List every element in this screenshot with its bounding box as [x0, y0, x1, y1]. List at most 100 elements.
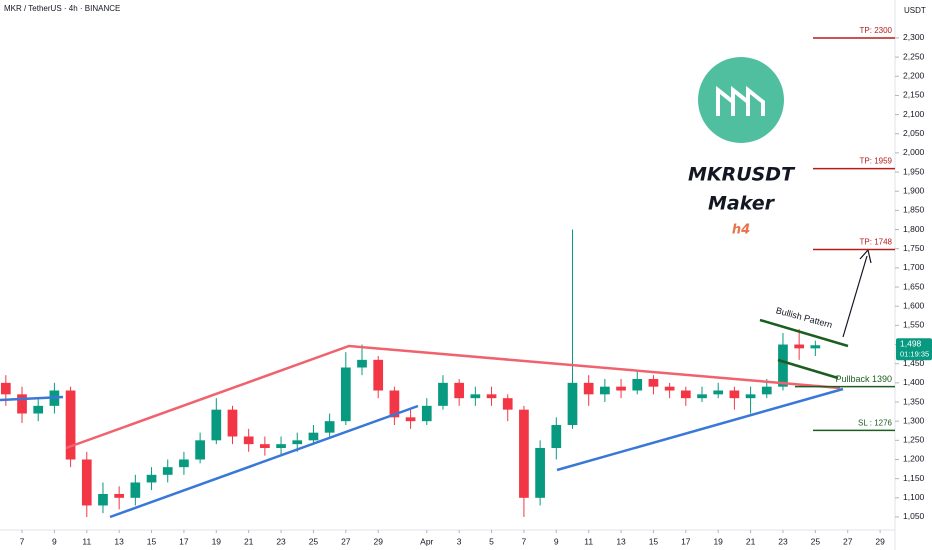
candle-body [438, 382, 448, 406]
candle-body [713, 390, 724, 395]
pattern-line [759, 318, 849, 348]
candle-body [778, 344, 788, 387]
y-tick-label: 2,050 [903, 128, 925, 138]
candle-body [810, 345, 821, 349]
candle-body [486, 394, 497, 399]
y-tick-label: 1,800 [903, 224, 925, 234]
x-tick-label: 7 [522, 536, 527, 546]
y-tick-label: 2,200 [903, 71, 925, 81]
pattern-line [777, 358, 839, 380]
logo-mark [746, 85, 765, 116]
y-tick-label: 1,150 [903, 473, 925, 483]
candle-body [340, 367, 351, 422]
candle-body [405, 417, 416, 422]
y-tick-label: 1,900 [903, 185, 925, 195]
x-tick-label: 25 [811, 536, 821, 546]
y-tick-label: 1,950 [903, 166, 925, 176]
candle-body [535, 447, 545, 498]
candle-body [567, 382, 578, 425]
target-arrow [842, 255, 868, 338]
candle-body [308, 432, 319, 441]
candle-body [17, 394, 27, 414]
candle-body [551, 424, 562, 448]
asset-name: Maker [708, 193, 776, 215]
candle-body [243, 436, 254, 445]
candle-body [761, 386, 772, 395]
y-tick-label: 2,150 [903, 90, 925, 100]
y-tick-label: 2,250 [903, 51, 925, 61]
candle-body [583, 382, 594, 395]
candle-body [146, 474, 157, 483]
y-tick-label: 1,400 [903, 377, 925, 387]
x-tick-label: 21 [244, 536, 254, 546]
y-tick-label: 1,600 [903, 300, 925, 310]
price-tag-label: 1,498 [900, 339, 922, 349]
support-line [0, 395, 64, 402]
currency: USDT [904, 6, 926, 15]
candle-body [276, 444, 286, 448]
y-tick-label: 1,850 [903, 205, 925, 215]
candle-body [697, 394, 707, 399]
x-tick-label: 19 [713, 536, 723, 546]
candle-body [98, 493, 108, 506]
x-tick-label: 15 [649, 536, 659, 546]
x-tick-label: 15 [147, 536, 157, 546]
candle-body [260, 444, 270, 448]
x-tick-label: 23 [276, 536, 286, 546]
candle-body [324, 421, 335, 433]
x-tick-label: 17 [179, 536, 189, 546]
x-tick-label: 5 [489, 536, 494, 546]
y-tick-label: 1,700 [903, 262, 925, 272]
candle-body [179, 459, 189, 468]
candle-body [454, 382, 465, 399]
candle-body [373, 359, 384, 391]
candle-body [211, 409, 222, 441]
y-tick-label: 1,250 [903, 435, 925, 445]
candle-body [648, 379, 659, 387]
candle-body [470, 394, 481, 399]
support-line [109, 404, 419, 519]
y-tick-label: 2,000 [903, 147, 925, 157]
x-tick-label: 23 [778, 536, 788, 546]
candle-body [632, 379, 643, 391]
y-tick-label: 1,200 [903, 454, 925, 464]
timeframe: h4 [732, 223, 750, 238]
candles [0, 229, 821, 517]
candle-body [357, 359, 367, 368]
y-tick-label: 2,300 [903, 32, 925, 42]
candle-body [195, 440, 205, 460]
x-tick-label: 11 [584, 536, 593, 546]
level-label: SL : 1276 [858, 418, 893, 427]
x-tick-label: 11 [82, 536, 91, 546]
x-tick-label: 13 [616, 536, 626, 546]
x-tick-label: 25 [309, 536, 319, 546]
y-tick-label: 1,350 [903, 396, 925, 406]
candle-body [616, 386, 626, 391]
x-tick-label: 13 [114, 536, 124, 546]
candle-body [130, 482, 141, 498]
y-tick-label: 1,550 [903, 320, 925, 330]
candle-body [745, 394, 756, 399]
x-tick-label: 27 [843, 536, 853, 546]
y-tick-label: 1,050 [903, 511, 925, 521]
y-tick-label: 1,750 [903, 243, 925, 253]
candle-body [162, 467, 173, 475]
resistance-line [65, 344, 841, 450]
x-tick-label: 7 [20, 536, 25, 546]
x-tick-label: Apr [420, 536, 433, 546]
level-label: TP: 1959 [860, 157, 893, 166]
x-tick-label: 21 [746, 536, 756, 546]
countdown: 01:19:35 [900, 349, 929, 358]
x-tick-label: 19 [212, 536, 222, 546]
x-tick-label: 9 [554, 536, 559, 546]
candle-body [729, 390, 740, 399]
x-tick-label: 27 [341, 536, 351, 546]
x-tick-label: 9 [52, 536, 57, 546]
level-label: Pullback 1390 [835, 374, 892, 384]
x-tick-label: 3 [457, 536, 462, 546]
candle-body [33, 405, 44, 414]
x-tick-label: 17 [681, 536, 691, 546]
candle-body [227, 409, 238, 437]
